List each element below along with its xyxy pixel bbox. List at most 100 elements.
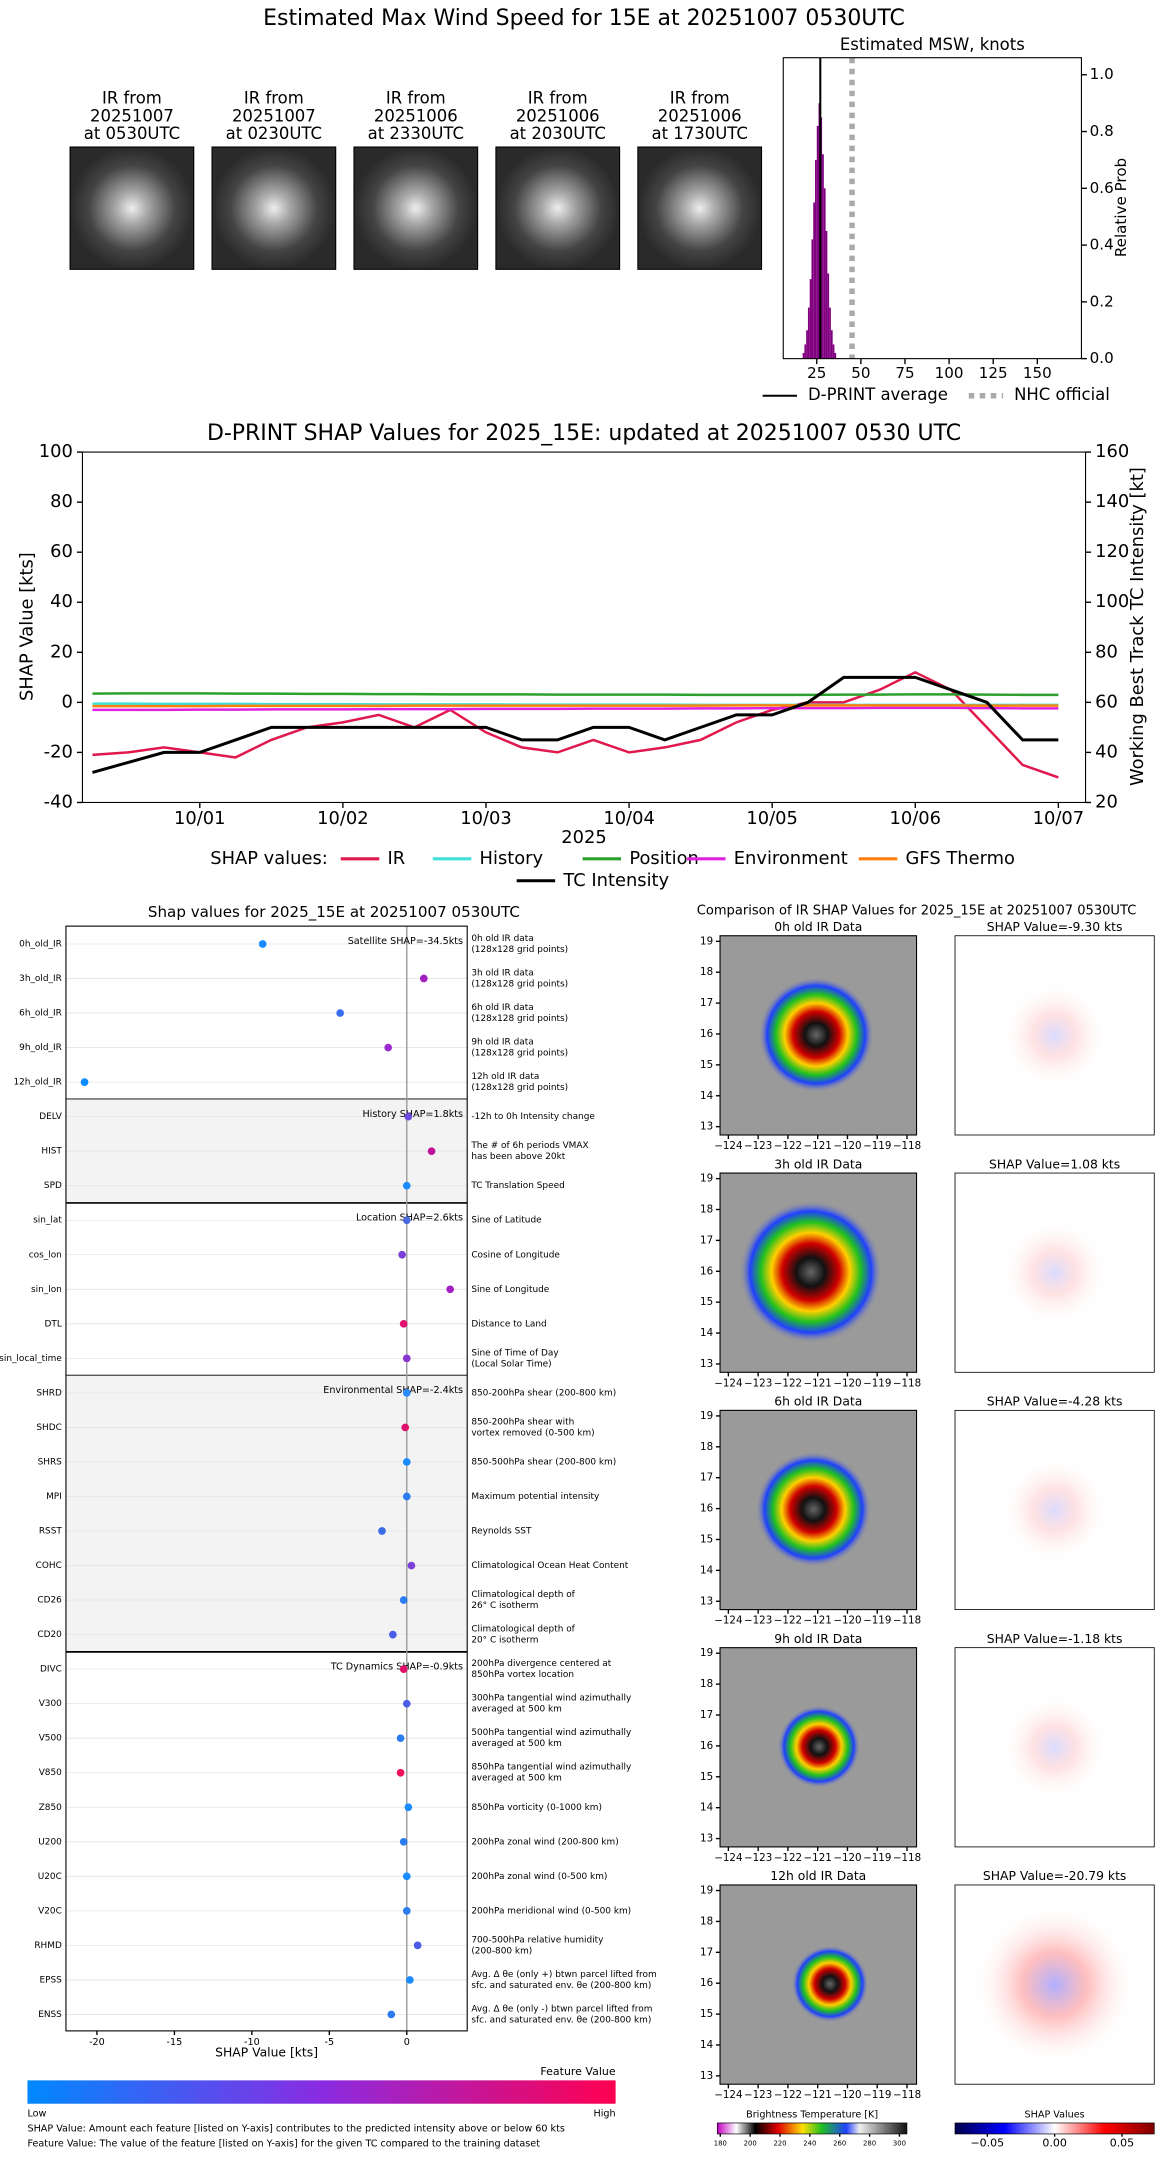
y-tick-label: 60 bbox=[50, 541, 73, 562]
lon-tick-label: −122 bbox=[774, 2089, 802, 2101]
ir-thumbnail bbox=[353, 146, 479, 270]
series-line bbox=[92, 706, 1059, 712]
group-label: History SHAP=1.8kts bbox=[362, 1109, 463, 1120]
lon-tick-label: −123 bbox=[744, 1377, 772, 1389]
feature-name: Z850 bbox=[39, 1803, 62, 1813]
y-axis-label: Relative Prob bbox=[1112, 158, 1130, 257]
lon-tick-label: −122 bbox=[774, 1852, 802, 1864]
lon-tick-label: −123 bbox=[744, 1615, 772, 1627]
x-tick-label: -10 bbox=[244, 2037, 260, 2048]
bar bbox=[815, 159, 817, 359]
feature-dot bbox=[399, 1596, 408, 1604]
feature-description: Sine of Latitude bbox=[471, 1216, 542, 1226]
lon-tick-label: −122 bbox=[774, 1377, 802, 1389]
y-tick-label: 100 bbox=[39, 441, 73, 462]
legend-label: Position bbox=[629, 848, 699, 869]
feature-description: TC Translation Speed bbox=[470, 1181, 564, 1191]
x-axis-label: 2025 bbox=[561, 827, 606, 848]
y2-tick-label: 160 bbox=[1095, 441, 1129, 462]
colorbar-tick-label: 220 bbox=[773, 2140, 786, 2148]
feature-description: 26° C isotherm bbox=[471, 1601, 538, 1611]
feature-dot bbox=[427, 1147, 436, 1156]
lat-tick-label: 17 bbox=[700, 997, 713, 1009]
colorbar bbox=[954, 2122, 1155, 2135]
ir-thumbnail bbox=[637, 146, 763, 270]
x-tick-label: 0 bbox=[404, 2037, 410, 2048]
feature-description: The # of 6h periods VMAX bbox=[470, 1141, 588, 1151]
comparison-title: Comparison of IR SHAP Values for 2025_15… bbox=[697, 904, 1137, 919]
x-tick-label: -20 bbox=[89, 2037, 105, 2048]
feature-name: sin_lat bbox=[33, 1216, 62, 1226]
lon-tick-label: −122 bbox=[774, 1615, 802, 1627]
ir-frame bbox=[719, 935, 918, 1136]
lat-tick-label: 19 bbox=[700, 935, 713, 947]
feature-description: 850-500hPa shear (200-800 km) bbox=[471, 1457, 616, 1467]
thumbnail-title: 20251006 bbox=[516, 106, 600, 125]
feature-name: COHC bbox=[36, 1561, 62, 1571]
shap-pattern bbox=[999, 1217, 1110, 1328]
feature-description: (128x128 grid points) bbox=[471, 945, 568, 955]
feature-dot bbox=[402, 1699, 411, 1708]
feature-description: Climatological depth of bbox=[471, 1590, 575, 1600]
lat-tick-label: 18 bbox=[700, 1678, 713, 1690]
feature-dot bbox=[404, 1112, 413, 1121]
feature-dot bbox=[398, 1250, 406, 1259]
shap-panel-title: SHAP Value=1.08 kts bbox=[989, 1157, 1120, 1171]
x-tick-label: 10/03 bbox=[460, 808, 511, 829]
feature-name: U20C bbox=[38, 1872, 62, 1882]
bar bbox=[822, 154, 824, 359]
feature-description: 850hPa tangential wind azimuthally bbox=[471, 1763, 632, 1773]
feature-description: Maximum potential intensity bbox=[471, 1492, 600, 1502]
lon-tick-label: −119 bbox=[863, 1615, 891, 1627]
ir-panel-title: 12h old IR Data bbox=[770, 1869, 866, 1883]
feature-name: 0h_old_IR bbox=[19, 939, 62, 949]
lat-tick-label: 17 bbox=[700, 1946, 713, 1958]
footnote: Feature Value: The value of the feature … bbox=[27, 2139, 540, 2150]
lat-tick-label: 19 bbox=[700, 1173, 713, 1185]
feature-description: (200-800 km) bbox=[471, 1946, 532, 1956]
lon-tick-label: −118 bbox=[893, 1140, 921, 1152]
thumbnail-title: at 0530UTC bbox=[84, 124, 180, 143]
feature-description: Sine of Longitude bbox=[471, 1285, 549, 1295]
lon-tick-label: −122 bbox=[774, 1140, 802, 1152]
thumbnail-title: IR from bbox=[102, 88, 162, 107]
feature-dot bbox=[413, 1941, 422, 1950]
lon-tick-label: −119 bbox=[863, 1377, 891, 1389]
x-tick-label: -15 bbox=[167, 2037, 183, 2048]
y2-tick-label: 140 bbox=[1095, 491, 1129, 512]
feature-dot bbox=[419, 974, 428, 983]
series-line bbox=[92, 692, 1059, 697]
lat-tick-label: 14 bbox=[700, 1802, 713, 1814]
y2-axis-label: Working Best Track TC Intensity [kt] bbox=[1127, 467, 1148, 786]
x-tick-label: 25 bbox=[807, 364, 826, 382]
ir-panel-title: 9h old IR Data bbox=[774, 1632, 862, 1646]
lat-tick-label: 17 bbox=[700, 1472, 713, 1484]
lon-tick-label: −121 bbox=[804, 2089, 832, 2101]
lat-tick-label: 15 bbox=[700, 1296, 713, 1308]
feature-dot bbox=[378, 1527, 386, 1535]
thumbnail-title: IR from bbox=[386, 88, 446, 107]
plot-frame bbox=[782, 57, 1082, 360]
lon-tick-label: −118 bbox=[893, 1377, 921, 1389]
bar bbox=[802, 352, 805, 359]
thumbnail-title: at 1730UTC bbox=[652, 124, 748, 143]
lat-tick-label: 15 bbox=[700, 1059, 713, 1071]
feature-description: Sine of Time of Day bbox=[471, 1348, 559, 1358]
ir-storm bbox=[758, 976, 874, 1093]
feature-name: 6h_old_IR bbox=[19, 1009, 62, 1019]
feature-description: Cosine of Longitude bbox=[471, 1250, 560, 1260]
footnote: SHAP Value: Amount each feature [listed … bbox=[27, 2123, 564, 2134]
lat-tick-label: 19 bbox=[700, 1410, 713, 1422]
feature-description: averaged at 500 km bbox=[471, 1739, 562, 1749]
y-axis-label: SHAP Value [kts] bbox=[16, 552, 37, 701]
feature-dot bbox=[80, 1078, 89, 1086]
feature-name: sin_local_time bbox=[0, 1354, 62, 1364]
feature-name: sin_lon bbox=[31, 1285, 62, 1295]
lon-tick-label: −120 bbox=[833, 1377, 861, 1389]
y-tick-label: 0.6 bbox=[1090, 179, 1114, 197]
feature-dot bbox=[387, 2010, 396, 2019]
chart-title: Estimated MSW, knots bbox=[840, 35, 1025, 54]
y-tick-label: 20 bbox=[50, 641, 73, 662]
